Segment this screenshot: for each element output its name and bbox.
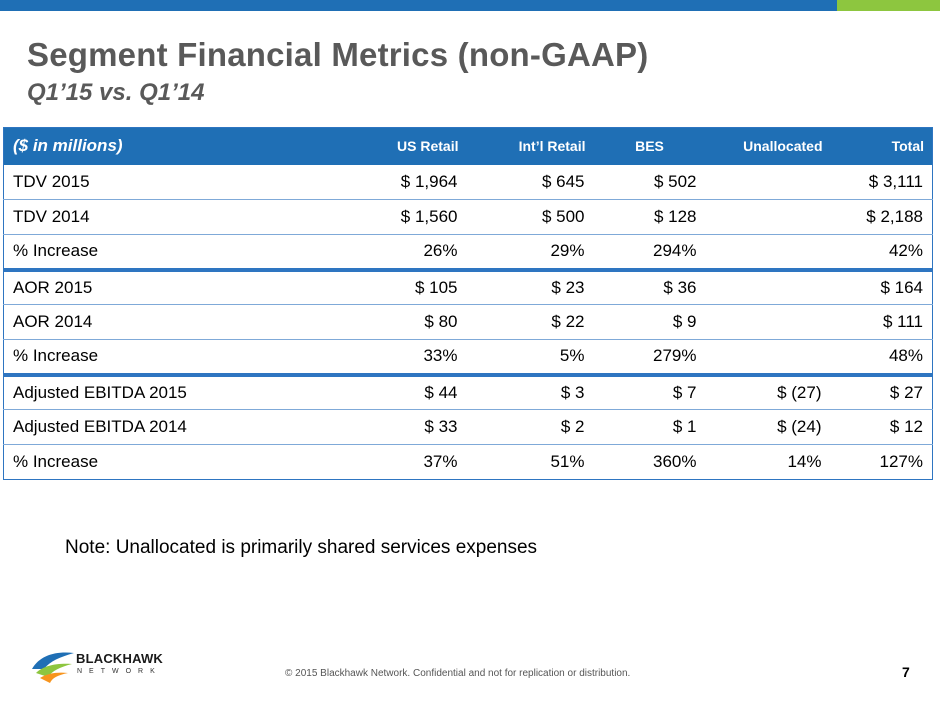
top-accent-bar bbox=[0, 0, 940, 11]
table-row: AOR 2014 $ 80 $ 22 $ 9 $ 111 bbox=[3, 304, 933, 340]
table-header-row: ($ in millions) US Retail Int’l Retail B… bbox=[3, 127, 933, 165]
cell-unallocated: $ (27) bbox=[705, 374, 831, 410]
row-label: % Increase bbox=[13, 452, 99, 471]
cell-unallocated bbox=[705, 304, 831, 340]
row-label: AOR 2015 bbox=[3, 269, 367, 305]
cell-bes: $ 7 bbox=[593, 374, 706, 410]
cell-bes: $ 128 bbox=[593, 199, 706, 235]
header-us-retail: US Retail bbox=[397, 138, 459, 155]
cell-us-retail: $ 105 bbox=[366, 269, 467, 305]
slide-subtitle: Q1’15 vs. Q1’14 bbox=[27, 79, 205, 106]
header-units: ($ in millions) bbox=[13, 136, 123, 156]
cell-intl-retail: $ 2 bbox=[466, 409, 594, 445]
cell-us-retail: $ 1,560 bbox=[366, 199, 467, 235]
cell-intl-retail: 29% bbox=[466, 234, 594, 272]
cell-total: $ 2,188 bbox=[830, 199, 933, 235]
cell-us-retail: 37% bbox=[423, 452, 458, 471]
page-number: 7 bbox=[902, 664, 910, 680]
logo-brand-text: BLACKHAWK bbox=[76, 651, 164, 666]
cell-intl-retail: $ 22 bbox=[466, 304, 594, 340]
header-total: Total bbox=[891, 138, 924, 155]
table-row: TDV 2014 $ 1,560 $ 500 $ 128 $ 2,188 bbox=[3, 199, 933, 235]
table-row: Adjusted EBITDA 2014 $ 33 $ 2 $ 1 $ (24)… bbox=[3, 409, 933, 445]
cell-bes: 279% bbox=[593, 339, 706, 377]
logo-sub-text: NETWORK bbox=[77, 668, 162, 675]
cell-bes: $ 1 bbox=[593, 409, 706, 445]
footnote: Note: Unallocated is primarily shared se… bbox=[65, 537, 538, 558]
cell-total: 42% bbox=[830, 234, 933, 272]
cell-total: $ 111 bbox=[830, 304, 933, 340]
cell-bes: $ 502 bbox=[593, 164, 706, 200]
row-label: Adjusted EBITDA 2015 bbox=[3, 374, 367, 410]
cell-us-retail: 26% bbox=[366, 234, 467, 272]
cell-us-retail: $ 1,964 bbox=[366, 164, 467, 200]
company-logo: BLACKHAWK NETWORK bbox=[30, 647, 175, 687]
cell-unallocated bbox=[705, 164, 831, 200]
cell-bes: $ 36 bbox=[593, 269, 706, 305]
cell-total: $ 3,111 bbox=[830, 164, 933, 200]
cell-us-retail: $ 80 bbox=[366, 304, 467, 340]
cell-us-retail: $ 44 bbox=[366, 374, 467, 410]
cell-intl-retail: $ 3 bbox=[466, 374, 594, 410]
row-label: % Increase bbox=[3, 234, 367, 272]
table-row: Adjusted EBITDA 2015 $ 44 $ 3 $ 7 $ (27)… bbox=[3, 374, 933, 410]
row-label: TDV 2015 bbox=[3, 164, 367, 200]
cell-intl-retail: 5% bbox=[466, 339, 594, 377]
cell-intl-retail: $ 645 bbox=[466, 164, 594, 200]
table-row: AOR 2015 $ 105 $ 23 $ 36 $ 164 bbox=[3, 269, 933, 305]
cell-bes: $ 9 bbox=[593, 304, 706, 340]
cell-us-retail: $ 33 bbox=[366, 409, 467, 445]
cell-us-retail: 33% bbox=[366, 339, 467, 377]
top-green-accent bbox=[837, 0, 940, 11]
row-label: AOR 2014 bbox=[3, 304, 367, 340]
cell-bes: 360% bbox=[653, 452, 697, 471]
header-bes: BES bbox=[635, 138, 664, 155]
cell-total: $ 12 bbox=[830, 409, 933, 445]
cell-intl-retail: $ 500 bbox=[466, 199, 594, 235]
cell-unallocated: 14% bbox=[787, 452, 822, 471]
header-intl-retail: Int’l Retail bbox=[518, 138, 586, 155]
row-label: % Increase bbox=[3, 339, 367, 377]
table-row: % Increase 33% 5% 279% 48% bbox=[3, 339, 933, 377]
slide-title: Segment Financial Metrics (non-GAAP) bbox=[27, 36, 649, 73]
cell-bes: 294% bbox=[593, 234, 706, 272]
cell-total: $ 27 bbox=[830, 374, 933, 410]
cell-total: 127% bbox=[879, 452, 923, 471]
cell-unallocated bbox=[705, 199, 831, 235]
cell-intl-retail: 51% bbox=[550, 452, 585, 471]
table-row: TDV 2015 $ 1,964 $ 645 $ 502 $ 3,111 bbox=[3, 164, 933, 200]
row-label: Adjusted EBITDA 2014 bbox=[3, 409, 367, 445]
table-row: % Increase 26% 29% 294% 42% bbox=[3, 234, 933, 272]
cell-unallocated bbox=[705, 234, 831, 272]
footer-confidentiality: © 2015 Blackhawk Network. Confidential a… bbox=[285, 668, 631, 679]
cell-unallocated bbox=[705, 269, 831, 305]
table-row: % Increase 37% 51% 360% 14% 127% bbox=[4, 445, 933, 480]
cell-unallocated: $ (24) bbox=[705, 409, 831, 445]
segment-metrics-table: ($ in millions) US Retail Int’l Retail B… bbox=[3, 127, 933, 480]
cell-total: 48% bbox=[830, 339, 933, 377]
cell-intl-retail: $ 23 bbox=[466, 269, 594, 305]
cell-total: $ 164 bbox=[830, 269, 933, 305]
header-unallocated: Unallocated bbox=[743, 138, 823, 155]
row-label: TDV 2014 bbox=[3, 199, 367, 235]
hawk-logo-icon bbox=[32, 652, 74, 683]
cell-unallocated bbox=[705, 339, 831, 377]
